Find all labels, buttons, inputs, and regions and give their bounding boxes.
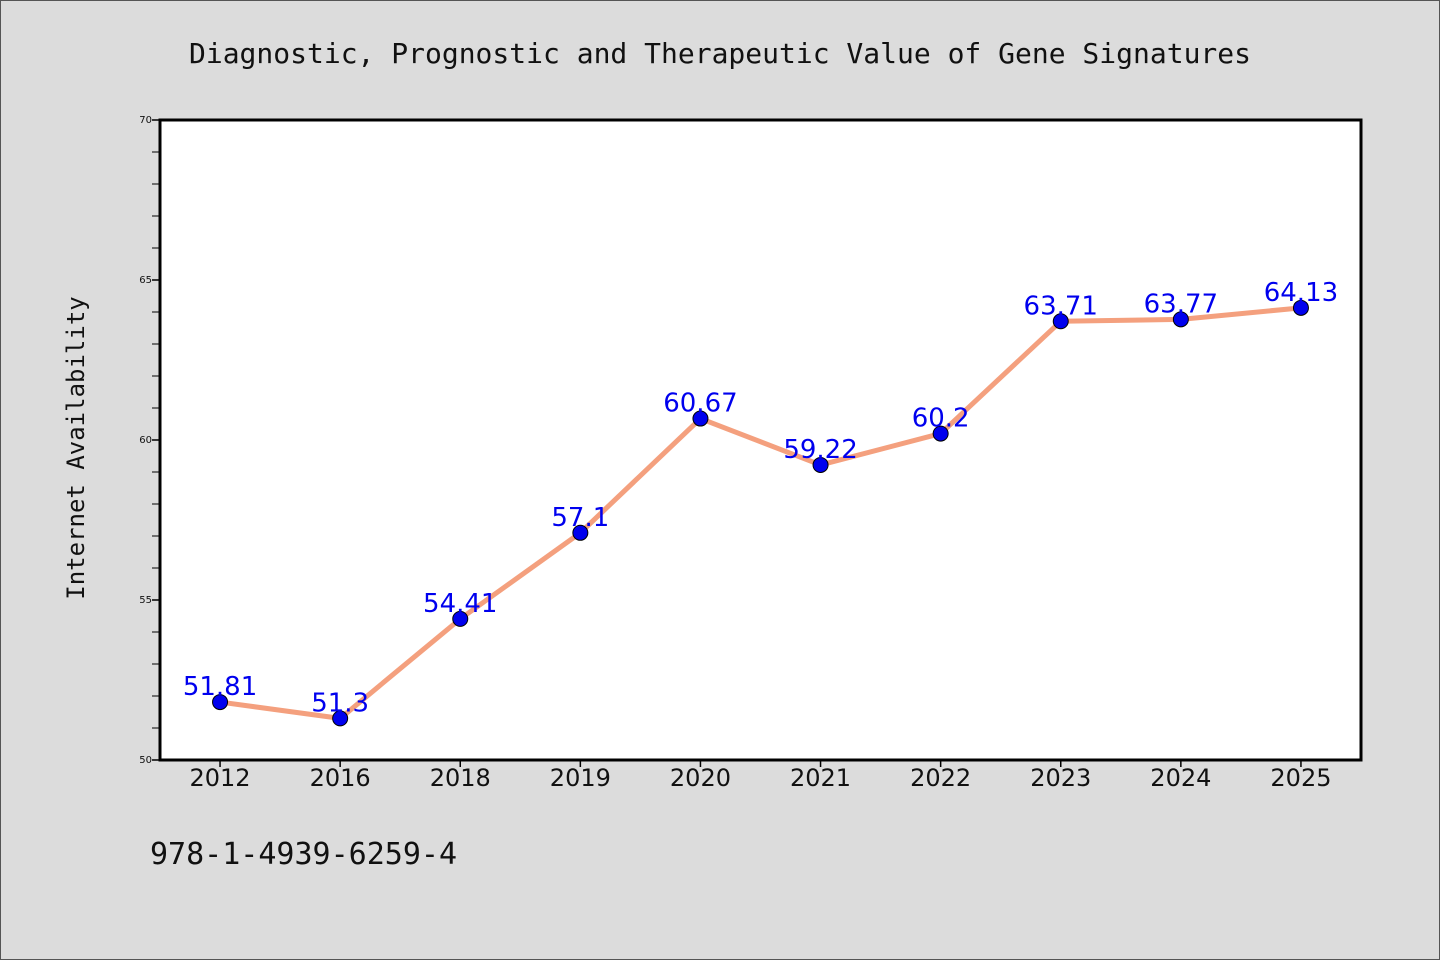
data-point [812,456,829,473]
y-tick-label: 60 [139,435,152,446]
data-label: 63.71 [1024,291,1098,321]
data-point [332,710,349,727]
data-series [212,299,1309,727]
data-point [212,694,229,711]
axis-ticks: 50 55 60 65 70 2012 2016 2018 2019 2020 2021 2022 20… [139,115,1331,792]
data-point [452,610,469,627]
data-label: 59.22 [783,435,857,465]
x-tick-label: 2018 [430,764,491,792]
x-tick-label: 2025 [1270,764,1331,792]
data-point [692,410,709,427]
y-axis-label: Internet Availability [62,296,90,599]
data-label: 63.77 [1144,289,1218,319]
chart-title: Diagnostic, Prognostic and Therapeutic V… [189,37,1251,70]
data-label: 64.13 [1264,278,1338,308]
x-tick-label: 2020 [670,764,731,792]
x-tick-label: 2022 [910,764,971,792]
x-tick-label: 2023 [1030,764,1091,792]
x-tick-label: 2019 [550,764,611,792]
y-tick-label: 70 [139,115,152,126]
data-label: 51.81 [183,672,257,702]
x-tick-label: 2024 [1150,764,1211,792]
data-point [572,524,589,541]
y-tick-label: 50 [139,755,152,766]
x-tick-label: 2012 [190,764,251,792]
data-point [1172,311,1189,328]
x-tick-label: 2021 [790,764,851,792]
y-tick-label: 55 [139,595,152,606]
y-tick-label: 65 [139,275,152,286]
data-label: 51.3 [311,688,369,718]
data-label: 60.2 [912,404,970,434]
data-point [1292,299,1309,316]
data-point [932,425,949,442]
data-labels: 51.81 51.3 54.41 57.1 60.67 59.22 60.2 63.71 63.… [183,278,1338,719]
data-label: 54.41 [423,589,497,619]
data-point [1052,313,1069,330]
x-tick-label: 2016 [310,764,371,792]
series-line [219,305,1302,721]
data-label: 57.1 [551,503,609,533]
plot-border [158,118,1363,762]
data-label: 60.67 [663,389,737,419]
footer-isbn: 978-1-4939-6259-4 [150,837,457,872]
